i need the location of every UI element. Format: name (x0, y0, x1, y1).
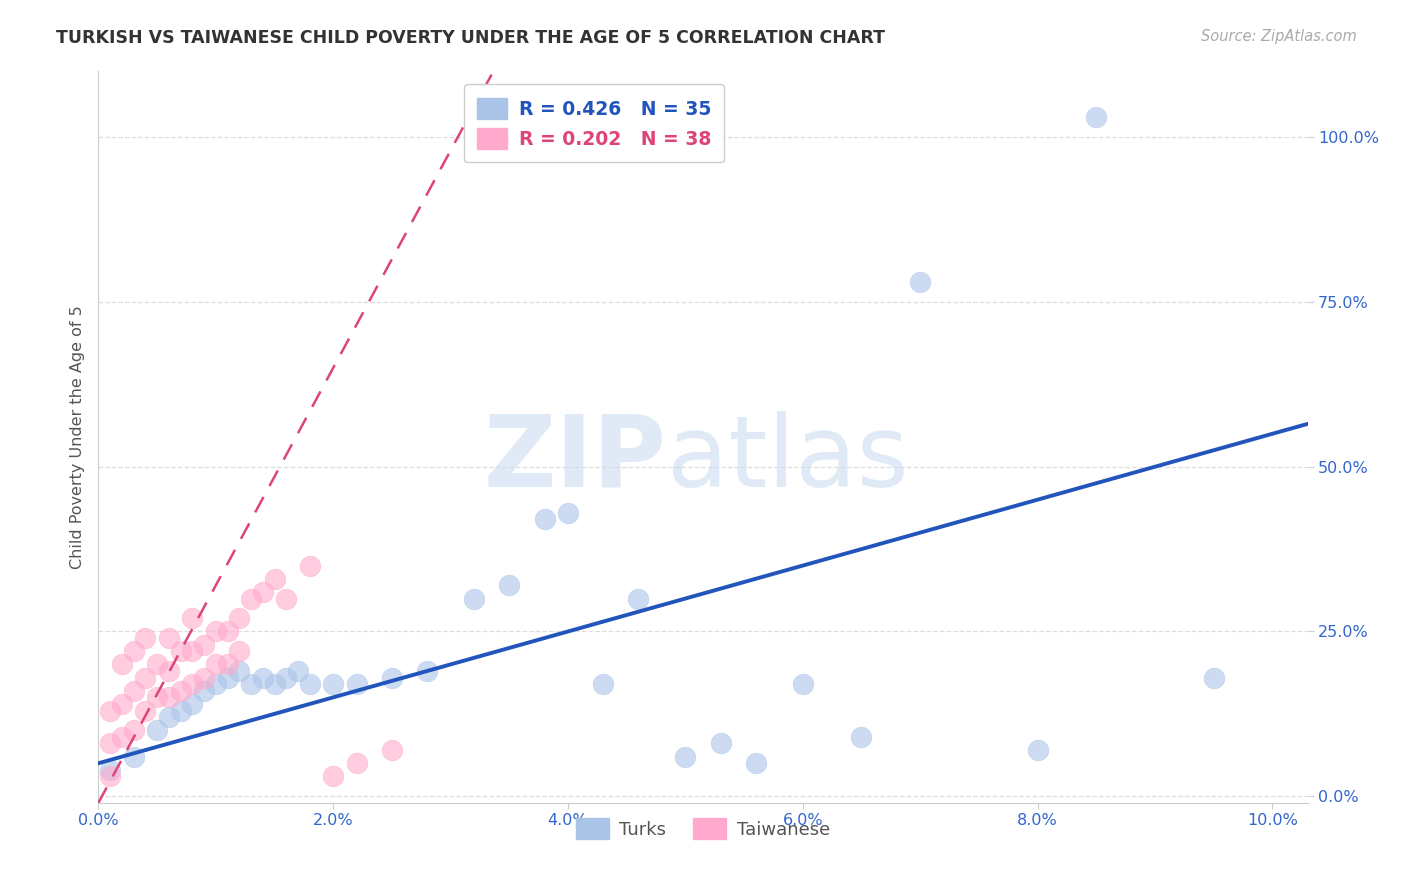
Legend: Turks, Taiwanese: Turks, Taiwanese (569, 811, 837, 847)
Point (134, 704, 156, 718)
Point (146, 723, 169, 738)
Point (745, 756, 768, 771)
Point (217, 624, 239, 639)
Point (557, 506, 579, 520)
Point (533, 512, 555, 526)
Point (169, 644, 191, 658)
Point (169, 683, 191, 698)
Point (111, 730, 134, 744)
Point (240, 591, 263, 606)
Point (181, 697, 204, 711)
Text: Source: ZipAtlas.com: Source: ZipAtlas.com (1201, 29, 1357, 44)
Text: ZIP: ZIP (484, 410, 666, 508)
Point (204, 657, 226, 672)
Text: TURKISH VS TAIWANESE CHILD POVERTY UNDER THE AGE OF 5 CORRELATION CHART: TURKISH VS TAIWANESE CHILD POVERTY UNDER… (56, 29, 886, 46)
Point (169, 704, 191, 718)
Point (298, 558, 321, 573)
Point (157, 631, 180, 645)
Point (908, 275, 931, 289)
Point (627, 591, 650, 606)
Point (1202, 671, 1225, 685)
Point (240, 677, 263, 691)
Point (217, 657, 239, 672)
Point (122, 683, 145, 698)
Point (193, 683, 215, 698)
Point (181, 611, 204, 625)
Point (1026, 743, 1049, 757)
Point (157, 664, 180, 678)
Point (263, 677, 285, 691)
Point (98, 769, 121, 783)
Point (346, 677, 368, 691)
Point (346, 756, 368, 771)
Point (381, 743, 404, 757)
Point (111, 657, 134, 672)
Point (217, 671, 239, 685)
Point (193, 671, 215, 685)
Point (252, 671, 274, 685)
Point (122, 749, 145, 764)
Point (228, 644, 250, 658)
Point (252, 585, 274, 599)
Point (673, 749, 696, 764)
Text: atlas: atlas (666, 410, 908, 508)
Point (710, 737, 733, 751)
Point (122, 644, 145, 658)
Point (157, 690, 180, 705)
Point (322, 677, 344, 691)
Point (463, 591, 485, 606)
Point (193, 638, 215, 652)
Point (134, 631, 156, 645)
Point (381, 671, 404, 685)
Point (146, 657, 169, 672)
Point (276, 591, 298, 606)
Point (98, 704, 121, 718)
Point (416, 664, 439, 678)
Point (263, 572, 285, 586)
Point (98, 737, 121, 751)
Point (204, 624, 226, 639)
Point (122, 723, 145, 738)
Point (111, 697, 134, 711)
Point (181, 677, 204, 691)
Point (228, 611, 250, 625)
Y-axis label: Child Poverty Under the Age of 5: Child Poverty Under the Age of 5 (69, 305, 84, 569)
Point (298, 677, 321, 691)
Point (146, 690, 169, 705)
Point (134, 671, 156, 685)
Point (792, 677, 814, 691)
Point (851, 730, 873, 744)
Point (228, 664, 250, 678)
Point (157, 710, 180, 724)
Point (181, 644, 204, 658)
Point (592, 677, 614, 691)
Point (98, 763, 121, 777)
Point (204, 677, 226, 691)
Point (287, 664, 309, 678)
Point (322, 769, 344, 783)
Point (1085, 111, 1108, 125)
Point (276, 671, 298, 685)
Point (498, 578, 520, 592)
